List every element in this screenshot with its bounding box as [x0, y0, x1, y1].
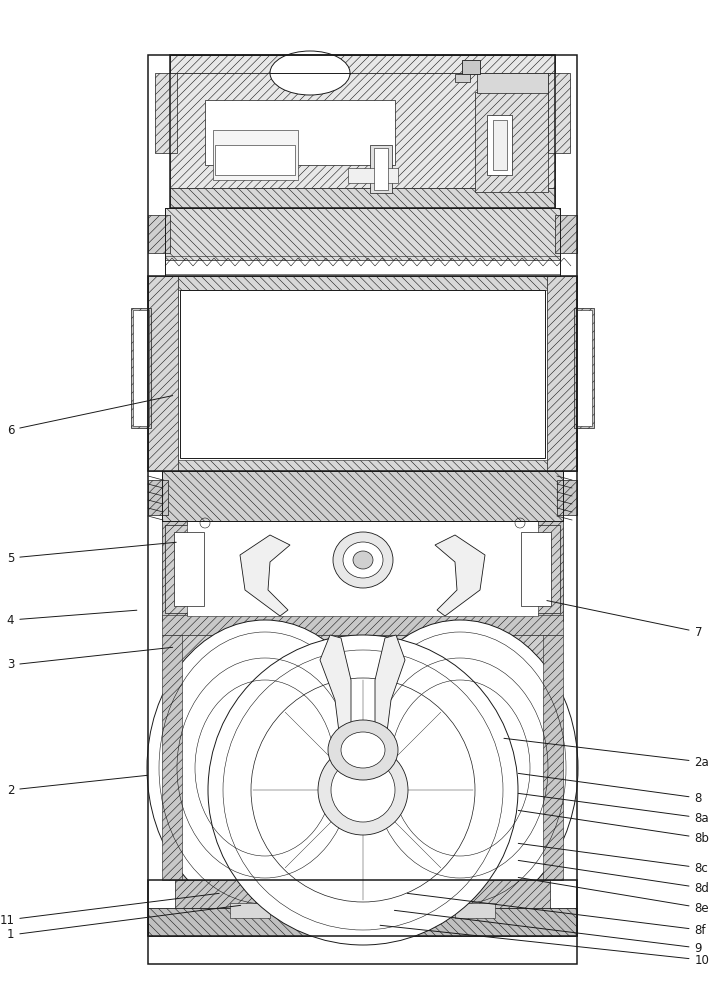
- Text: 11: 11: [0, 893, 219, 926]
- Ellipse shape: [328, 720, 398, 780]
- Bar: [548, 73, 570, 153]
- Bar: [475, 92, 548, 192]
- Text: 2a: 2a: [504, 738, 710, 768]
- Bar: [180, 290, 545, 458]
- Polygon shape: [320, 635, 405, 758]
- Bar: [148, 480, 168, 515]
- Bar: [170, 73, 555, 188]
- Bar: [493, 120, 507, 170]
- Bar: [538, 521, 563, 621]
- Bar: [148, 215, 170, 253]
- Bar: [455, 74, 470, 82]
- Ellipse shape: [208, 635, 518, 945]
- Bar: [165, 208, 560, 260]
- Bar: [174, 532, 204, 606]
- Bar: [215, 145, 295, 175]
- Text: 3: 3: [7, 647, 173, 672]
- Bar: [148, 55, 577, 964]
- Bar: [162, 635, 182, 880]
- Bar: [205, 100, 395, 165]
- Bar: [576, 310, 592, 426]
- Bar: [230, 903, 270, 918]
- Bar: [555, 215, 577, 253]
- Bar: [462, 60, 480, 74]
- Text: 5: 5: [7, 542, 176, 564]
- Bar: [543, 635, 563, 880]
- Ellipse shape: [341, 732, 385, 768]
- Bar: [170, 55, 555, 208]
- Polygon shape: [435, 535, 485, 616]
- Bar: [162, 471, 563, 521]
- Bar: [131, 308, 151, 428]
- Bar: [521, 532, 551, 606]
- Bar: [213, 130, 298, 180]
- Bar: [515, 525, 560, 613]
- Bar: [148, 276, 577, 471]
- Bar: [220, 640, 505, 877]
- Bar: [133, 310, 149, 426]
- Text: 2: 2: [7, 775, 147, 796]
- Text: 9: 9: [395, 910, 702, 954]
- Text: 4: 4: [7, 610, 137, 626]
- Bar: [162, 471, 563, 521]
- Bar: [178, 276, 547, 290]
- Bar: [574, 308, 594, 428]
- Text: 8c: 8c: [518, 843, 708, 874]
- Bar: [148, 276, 178, 471]
- Text: 6: 6: [7, 396, 173, 436]
- Ellipse shape: [342, 620, 578, 916]
- Text: 7: 7: [547, 601, 702, 639]
- Text: 8b: 8b: [518, 810, 710, 844]
- Ellipse shape: [331, 758, 395, 822]
- Bar: [348, 168, 398, 183]
- Ellipse shape: [333, 532, 393, 588]
- Bar: [175, 880, 550, 910]
- Bar: [547, 276, 577, 471]
- Bar: [170, 55, 555, 73]
- Bar: [162, 615, 563, 635]
- Bar: [175, 635, 550, 880]
- Bar: [374, 148, 388, 190]
- Text: 8a: 8a: [518, 793, 709, 824]
- Ellipse shape: [343, 542, 383, 578]
- Bar: [155, 73, 177, 153]
- Ellipse shape: [318, 745, 408, 835]
- Bar: [557, 480, 577, 515]
- Text: 8f: 8f: [407, 893, 706, 936]
- Ellipse shape: [147, 620, 383, 916]
- Ellipse shape: [353, 551, 373, 569]
- Bar: [370, 145, 392, 193]
- Bar: [487, 115, 512, 175]
- Bar: [477, 73, 548, 93]
- Bar: [178, 460, 547, 475]
- Text: 8e: 8e: [518, 877, 709, 914]
- Bar: [165, 256, 560, 274]
- Bar: [165, 208, 560, 276]
- Bar: [162, 521, 187, 621]
- Polygon shape: [240, 535, 290, 616]
- Bar: [148, 880, 577, 936]
- Ellipse shape: [270, 51, 350, 95]
- Bar: [165, 525, 210, 613]
- Text: 10: 10: [380, 925, 710, 966]
- Text: 1: 1: [7, 905, 241, 942]
- Text: 8: 8: [518, 773, 702, 804]
- Text: 8d: 8d: [518, 860, 710, 894]
- Bar: [170, 188, 555, 208]
- Bar: [455, 903, 495, 918]
- Bar: [187, 521, 538, 616]
- Bar: [148, 908, 577, 936]
